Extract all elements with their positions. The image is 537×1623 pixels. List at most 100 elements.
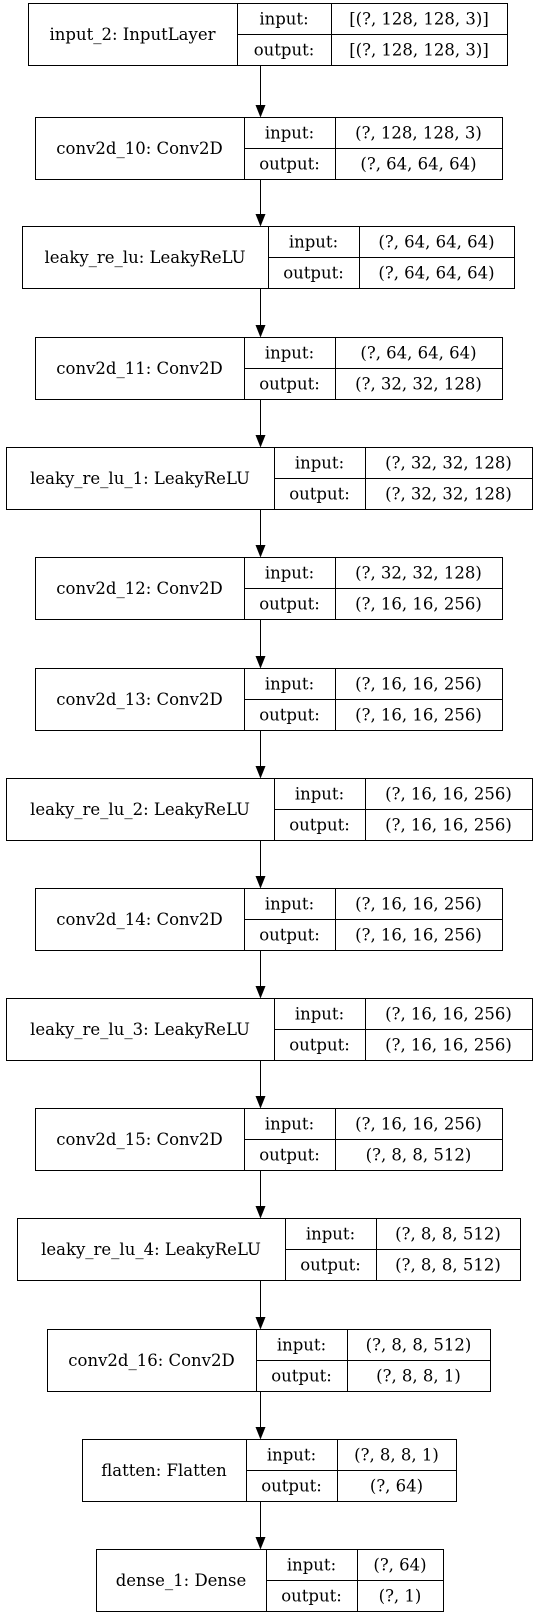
output-label: output: [289, 1036, 350, 1055]
output-shape: (?, 16, 16, 256) [355, 706, 482, 725]
layer-name: leaky_re_lu_2: LeakyReLU [30, 800, 250, 819]
layer-node: flatten: Flatten input: output: (?, 8, 8, 1… [82, 1439, 457, 1502]
output-shape: (?, 16, 16, 256) [355, 926, 482, 945]
input-shape: (?, 32, 32, 128) [355, 564, 482, 583]
layer-name: flatten: Flatten [101, 1461, 227, 1480]
layer-name: leaky_re_lu_4: LeakyReLU [41, 1240, 261, 1259]
output-shape: (?, 8, 8, 512) [366, 1146, 472, 1165]
layer-node: leaky_re_lu: LeakyReLU input: output: (?, 6… [22, 226, 515, 289]
input-shape: (?, 16, 16, 256) [355, 1115, 482, 1134]
input-label: input: [295, 454, 344, 473]
input-shape: (?, 128, 128, 3) [355, 124, 482, 143]
arrowhead-icon [255, 214, 266, 227]
input-shape: (?, 16, 16, 256) [385, 785, 512, 804]
layer-node: leaky_re_lu_1: LeakyReLU input: output: (?,… [6, 447, 533, 510]
arrowhead-icon [255, 1206, 266, 1219]
input-label: input: [295, 1005, 344, 1024]
arrowhead-icon [255, 1317, 266, 1330]
layer-node: input_2: InputLayer input: output: [(?, 128… [28, 3, 508, 66]
output-shape: (?, 16, 16, 256) [385, 1036, 512, 1055]
output-shape: (?, 1) [379, 1587, 422, 1606]
input-shape: (?, 32, 32, 128) [385, 454, 512, 473]
input-shape: (?, 64) [373, 1556, 426, 1575]
output-shape: (?, 32, 32, 128) [355, 375, 482, 394]
layer-node: leaky_re_lu_3: LeakyReLU input: output: (?,… [6, 998, 533, 1061]
arrowhead-icon [255, 1096, 266, 1109]
output-label: output: [254, 41, 315, 60]
layer-node: leaky_re_lu_4: LeakyReLU input: output: (?,… [17, 1218, 521, 1281]
layer-node: dense_1: Dense input: output: (?, 64) (?, 1) [96, 1549, 444, 1612]
input-shape: (?, 8, 8, 512) [366, 1336, 472, 1355]
input-shape: (?, 16, 16, 256) [385, 1005, 512, 1024]
layer-name: conv2d_14: Conv2D [56, 910, 222, 929]
input-label: input: [265, 895, 314, 914]
input-shape: (?, 8, 8, 512) [395, 1225, 501, 1244]
layer-name: conv2d_12: Conv2D [56, 579, 222, 598]
layer-node: conv2d_13: Conv2D input: output: (?, 16, 16… [35, 668, 503, 731]
layer-name: conv2d_10: Conv2D [56, 139, 222, 158]
input-label: input: [265, 1115, 314, 1134]
layer-name: conv2d_16: Conv2D [68, 1351, 234, 1370]
output-label: output: [259, 926, 320, 945]
output-label: output: [259, 1146, 320, 1165]
layer-name: conv2d_15: Conv2D [56, 1130, 222, 1149]
arrowhead-icon [255, 876, 266, 889]
arrowhead-icon [255, 105, 266, 118]
layer-name: conv2d_13: Conv2D [56, 690, 222, 709]
arrowhead-icon [255, 545, 266, 558]
input-label: input: [287, 1556, 336, 1575]
input-label: input: [289, 233, 338, 252]
output-shape: (?, 64, 64, 64) [378, 264, 494, 283]
input-shape: (?, 8, 8, 1) [354, 1446, 439, 1465]
arrowhead-icon [255, 325, 266, 338]
output-label: output: [261, 1477, 322, 1496]
output-shape: (?, 8, 8, 1) [376, 1367, 461, 1386]
layer-node: leaky_re_lu_2: LeakyReLU input: output: (?,… [6, 778, 533, 841]
output-shape: (?, 16, 16, 256) [385, 816, 512, 835]
output-label: output: [259, 155, 320, 174]
input-label: input: [277, 1336, 326, 1355]
layer-node: conv2d_12: Conv2D input: output: (?, 32, 32… [35, 557, 503, 620]
layer-node: conv2d_11: Conv2D input: output: (?, 64, 64… [35, 337, 503, 400]
input-label: input: [265, 675, 314, 694]
input-label: input: [265, 564, 314, 583]
layer-node: conv2d_10: Conv2D input: output: (?, 128, 1… [35, 117, 503, 180]
output-label: output: [259, 595, 320, 614]
input-label: input: [295, 785, 344, 804]
input-shape: (?, 64, 64, 64) [378, 233, 494, 252]
output-label: output: [281, 1587, 342, 1606]
input-label: input: [267, 1446, 316, 1465]
output-shape: (?, 16, 16, 256) [355, 595, 482, 614]
arrowhead-icon [255, 1427, 266, 1440]
output-label: output: [259, 375, 320, 394]
output-label: output: [289, 485, 350, 504]
input-shape: (?, 16, 16, 256) [355, 675, 482, 694]
layer-name: input_2: InputLayer [49, 25, 215, 44]
layer-name: leaky_re_lu_1: LeakyReLU [30, 469, 250, 488]
layer-name: leaky_re_lu_3: LeakyReLU [30, 1020, 250, 1039]
layer-node: conv2d_16: Conv2D input: output: (?, 8, 8, … [47, 1329, 491, 1392]
output-label: output: [289, 816, 350, 835]
arrowhead-icon [255, 656, 266, 669]
layer-name: conv2d_11: Conv2D [56, 359, 222, 378]
input-shape: (?, 16, 16, 256) [355, 895, 482, 914]
output-shape: (?, 64) [370, 1477, 423, 1496]
layer-node: conv2d_15: Conv2D input: output: (?, 16, 16… [35, 1108, 503, 1171]
input-label: input: [259, 10, 308, 29]
output-shape: (?, 8, 8, 512) [395, 1256, 501, 1275]
layer-name: dense_1: Dense [116, 1571, 247, 1590]
arrowhead-icon [255, 1537, 266, 1550]
output-label: output: [283, 264, 344, 283]
arrowhead-icon [255, 986, 266, 999]
output-shape: [(?, 128, 128, 3)] [349, 41, 489, 60]
layer-name: leaky_re_lu: LeakyReLU [44, 248, 245, 267]
output-shape: (?, 32, 32, 128) [385, 485, 512, 504]
arrowhead-icon [255, 766, 266, 779]
output-label: output: [271, 1367, 332, 1386]
output-label: output: [259, 706, 320, 725]
output-shape: (?, 64, 64, 64) [360, 155, 476, 174]
input-label: input: [306, 1225, 355, 1244]
input-shape: [(?, 128, 128, 3)] [349, 10, 489, 29]
arrowhead-icon [255, 435, 266, 448]
